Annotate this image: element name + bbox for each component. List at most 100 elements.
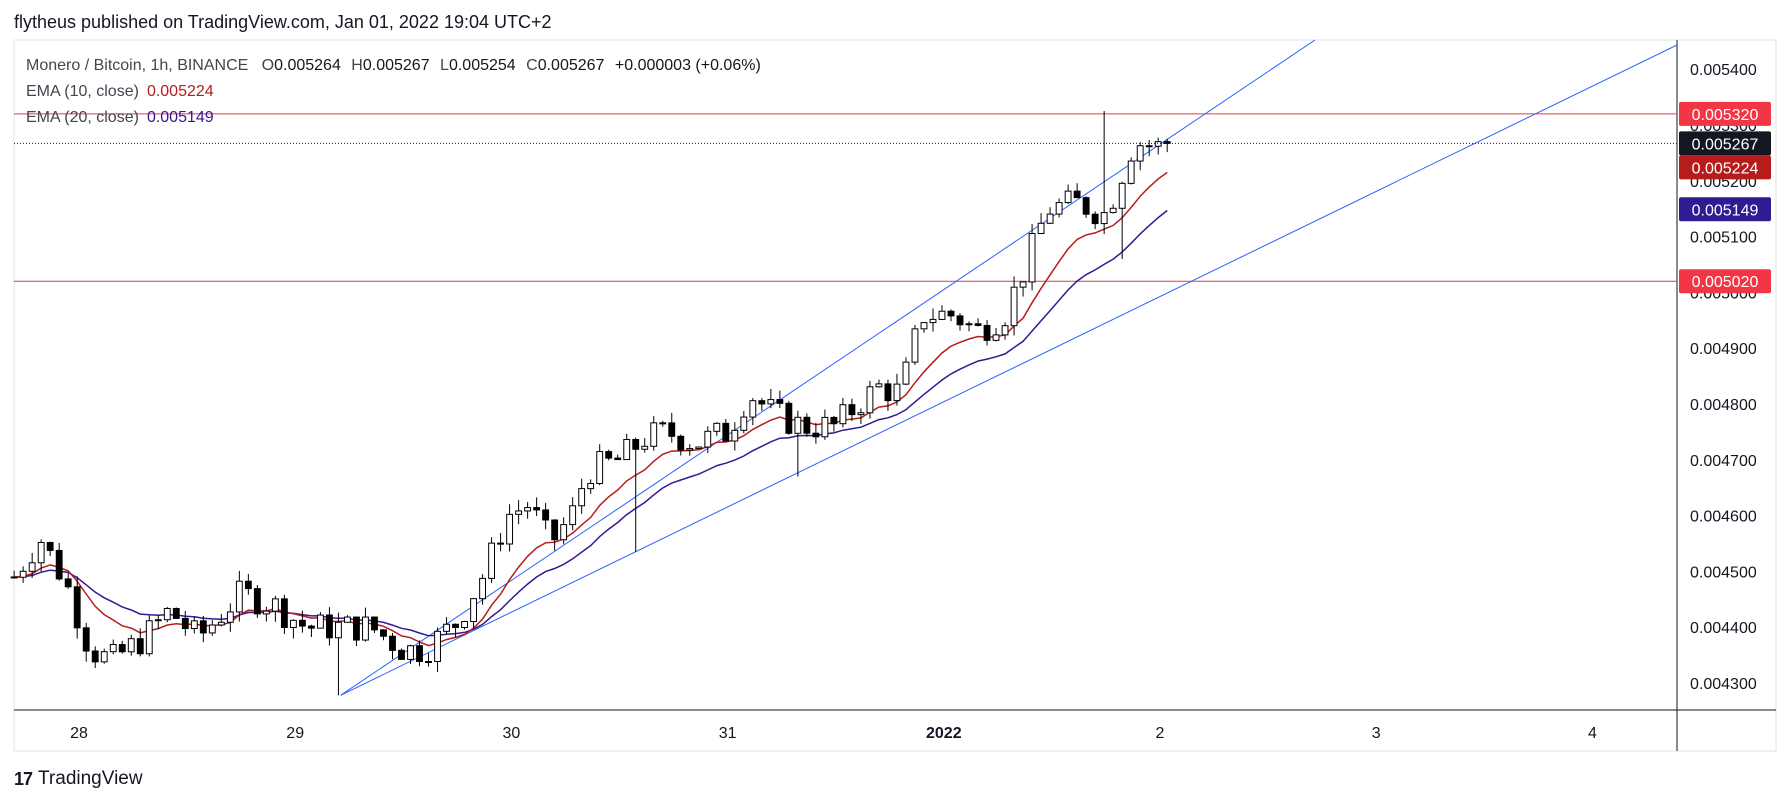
price-label-text: 0.005267 [1692,136,1759,153]
candle [650,416,658,451]
candle-body [533,507,541,511]
tradingview-brand-text: TradingView [38,768,143,789]
candle [974,318,982,327]
price-label-box [1679,131,1771,156]
candle [73,576,81,639]
candle [821,409,829,440]
candle [127,634,135,656]
candle [740,411,748,434]
x-tick-label: 4 [1588,725,1597,742]
candle-body [938,310,946,320]
candle [794,410,802,477]
candle-body [659,422,667,425]
candle-body [19,570,27,578]
candle [911,324,919,365]
price-label-box [1679,197,1771,222]
candle-body [812,432,820,438]
candle [1109,204,1117,214]
x-axis-ticks: 28 29 30 31 2022 2 3 4 [70,725,1597,742]
price-label-ema10: 0.005224 [1679,155,1771,180]
candle-body [776,399,784,404]
candle [235,570,243,622]
y-tick-label: 0.004600 [1690,509,1757,526]
candle [344,615,351,623]
candle-body [947,310,955,317]
x-tick-label: 29 [286,725,304,742]
candle-body [1019,281,1027,288]
candle [875,379,883,388]
candle [416,640,423,667]
price-label-text: 0.005020 [1692,274,1759,291]
candle [398,648,405,660]
candle [271,595,279,622]
legend-ema20-label: EMA (20, close) [26,109,139,126]
candle [551,519,559,551]
candle-body [506,513,514,545]
legend-high-label: H [351,57,363,74]
trendline-0 [340,39,1316,696]
candle-body [1064,190,1072,204]
legend-open: 0.005264 [274,57,341,74]
candle-body [28,562,36,572]
candle-body [208,624,216,634]
candle [596,444,604,486]
candle [307,624,315,638]
candle-body [10,576,18,579]
legend-close: 0.005267 [537,57,605,74]
candle [190,617,198,634]
trendline-1 [340,44,1678,696]
y-tick-label: 0.004400 [1690,620,1757,637]
chart-frame [13,39,1777,752]
legend-ema10-row: EMA (10, close) 0.005224 [26,79,761,105]
candle [55,542,63,581]
candle-body [262,610,270,615]
candle [659,420,667,427]
candle-body [344,616,351,623]
candle [353,616,360,647]
candle-body [398,649,405,660]
candle [812,422,820,444]
legend: Monero / Bitcoin, 1h, BINANCE O0.005264 … [26,53,761,131]
candle [632,437,640,552]
ema20-layer [14,209,1168,637]
candle [938,305,946,321]
candle-body [650,422,658,447]
candle-body [1091,213,1099,225]
candle [452,623,459,638]
candle [443,617,450,635]
candle [172,607,180,619]
candle-body [614,457,622,461]
candle-body [470,598,477,623]
candle [434,627,441,672]
candle [37,539,45,572]
candle [280,594,288,634]
candle-body [326,614,333,639]
candle-body [461,621,468,628]
candle-body [551,519,559,541]
candle [479,574,487,605]
candle-body [244,580,252,590]
candle-body [1010,286,1018,327]
legend-change: +0.000003 (+0.06%) [614,57,761,74]
price-labels: 0.005320 0.005267 0.005224 0.005149 0.005020 [1679,101,1771,294]
candle-body [443,623,450,632]
candle [776,390,784,408]
y-tick-label: 0.004500 [1690,564,1757,581]
price-label-box [1679,101,1771,126]
candle [749,398,757,426]
candle-body [758,400,766,405]
candle [226,603,234,632]
tradingview-logo[interactable]: 17 TradingView [14,768,143,790]
candle-body [127,638,135,653]
candle-body [641,445,649,450]
candle-body [956,315,964,326]
candle [1055,198,1063,218]
legend-low: 0.005254 [448,57,516,74]
candle [668,412,676,443]
candle-body [298,619,306,627]
candle [10,570,18,579]
candle-body [434,630,441,663]
price-label-resistance: 0.005320 [1679,101,1771,126]
candle-body [524,507,532,512]
candle [362,607,369,642]
